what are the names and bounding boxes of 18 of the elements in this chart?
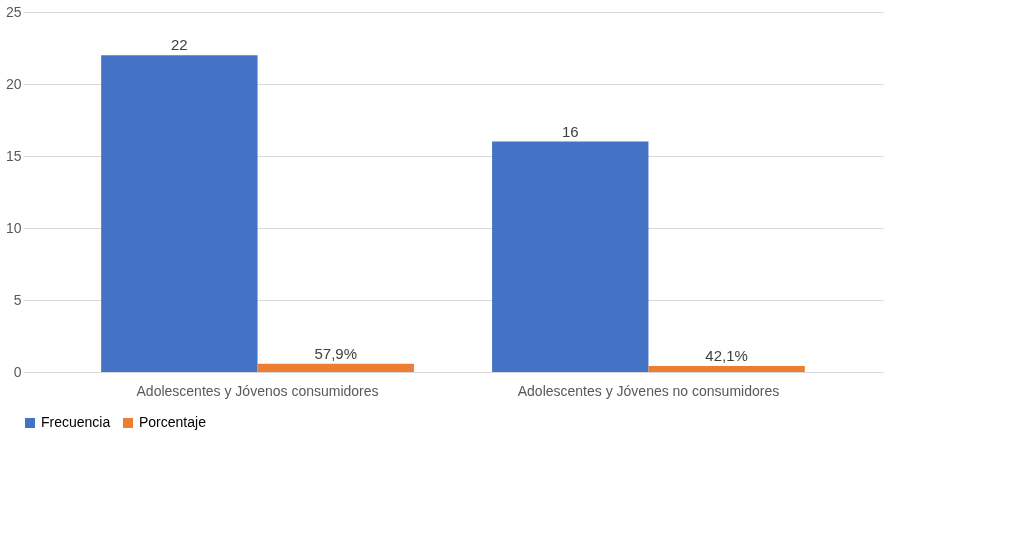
y-tick-label: 0 [13, 363, 22, 380]
data-label: 57,9% [314, 344, 357, 362]
y-tick-label: 10 [5, 219, 22, 236]
y-tick-label: 20 [5, 75, 22, 92]
legend-label: Porcentaje [139, 414, 207, 430]
bar [492, 141, 649, 372]
bar [648, 365, 805, 372]
bar [101, 55, 258, 372]
x-tick-label: Adolescentes y Jóvenes no consumidores [517, 382, 780, 399]
data-label: 16 [561, 122, 579, 140]
y-tick-label: 5 [13, 291, 22, 308]
y-tick-label: 25 [5, 3, 22, 20]
legend-label: Frecuencia [41, 414, 111, 430]
bar [257, 363, 414, 372]
data-label: 42,1% [705, 346, 748, 364]
y-tick-label: 15 [5, 147, 22, 164]
data-label: 22 [171, 36, 188, 54]
x-tick-label: Adolescentes y Jóvenos consumidores [136, 382, 379, 399]
